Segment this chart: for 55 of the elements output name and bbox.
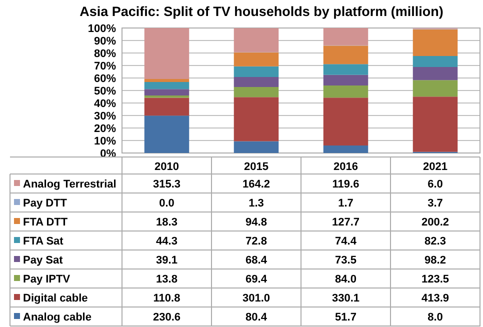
- data-label: 84.0: [335, 274, 356, 286]
- data-label: 72.8: [246, 236, 267, 248]
- data-label: 8.0: [428, 312, 443, 324]
- data-label: 82.3: [424, 236, 446, 248]
- y-tick-label: 90%: [94, 36, 116, 48]
- data-label: 51.7: [335, 312, 356, 324]
- legend-label: Analog cable: [23, 312, 92, 324]
- y-tick-label: 40%: [94, 98, 116, 110]
- y-tick-label: 60%: [94, 73, 116, 85]
- y-tick-label: 50%: [94, 86, 116, 98]
- data-label: 39.1: [156, 254, 178, 266]
- legend-label: Pay Sat: [23, 254, 64, 266]
- y-tick-label: 30%: [94, 110, 116, 122]
- data-label: 3.7: [428, 198, 443, 210]
- x-tick-label: 2015: [244, 161, 268, 173]
- data-label: 0.0: [159, 198, 174, 210]
- data-label: 110.8: [153, 292, 180, 304]
- chart-title: Asia Pacific: Split of TV households by platform (million): [80, 4, 444, 19]
- data-label: 69.4: [246, 274, 268, 286]
- data-label: 1.3: [248, 198, 264, 210]
- legend-label: Digital cable: [23, 292, 88, 304]
- data-label: 127.7: [332, 216, 360, 228]
- legend-label: Pay IPTV: [23, 274, 71, 286]
- data-label: 80.4: [246, 312, 268, 324]
- y-tick-label: 70%: [94, 60, 116, 72]
- data-label: 6.0: [428, 178, 443, 190]
- y-tick-label: 10%: [94, 136, 116, 148]
- legend-label: Analog Terrestrial: [23, 178, 116, 190]
- data-label: 413.9: [421, 292, 450, 304]
- y-tick-label: 80%: [94, 48, 116, 60]
- data-label: 200.2: [421, 216, 450, 228]
- data-label: 1.7: [338, 198, 354, 210]
- x-tick-label: 2016: [334, 161, 358, 173]
- data-label: 330.1: [332, 292, 360, 304]
- data-label: 68.4: [246, 254, 268, 266]
- data-label: 301.0: [242, 292, 270, 304]
- legend-label: FTA Sat: [23, 236, 64, 248]
- data-label: 18.3: [156, 216, 178, 228]
- data-label: 13.8: [156, 274, 178, 286]
- data-label: 119.6: [332, 178, 360, 190]
- x-tick-label: 2010: [154, 161, 179, 173]
- data-label: 74.4: [335, 236, 358, 248]
- data-label: 73.5: [335, 254, 356, 266]
- legend-label: Pay DTT: [23, 198, 68, 210]
- data-label: 44.3: [156, 236, 178, 248]
- legend-label: FTA DTT: [23, 216, 68, 228]
- data-label: 98.2: [424, 254, 446, 266]
- y-tick-label: 100%: [88, 23, 116, 35]
- y-tick-label: 20%: [94, 123, 116, 135]
- x-tick-label: 2021: [423, 161, 448, 173]
- data-label: 164.2: [242, 178, 270, 190]
- data-label: 315.3: [152, 178, 181, 190]
- data-label: 123.5: [421, 274, 450, 286]
- data-label: 94.8: [246, 216, 267, 228]
- data-label: 230.6: [152, 312, 181, 324]
